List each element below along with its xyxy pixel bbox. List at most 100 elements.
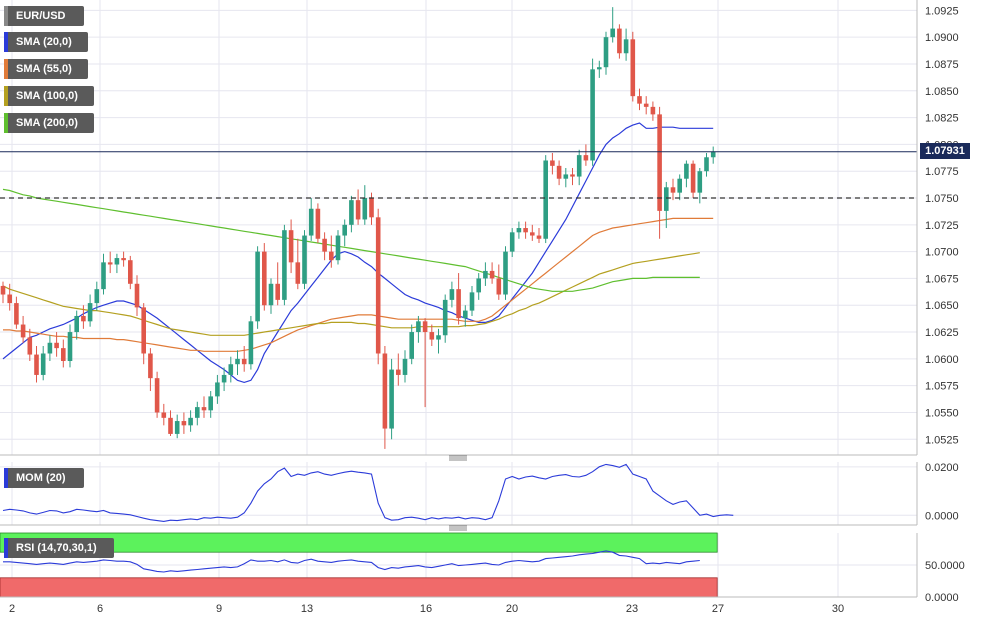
candle <box>362 185 368 225</box>
legend-sma100[interactable]: SMA (100,0) <box>4 86 94 106</box>
candle-body <box>322 238 327 252</box>
legend-symbol[interactable]: EUR/USD <box>4 6 84 26</box>
candle-body <box>402 358 408 375</box>
sma20-line <box>2 122 714 384</box>
candle-body <box>603 37 609 68</box>
rsi-overbought-zone <box>0 532 718 553</box>
candle-body <box>623 39 629 54</box>
candle-body <box>664 187 669 211</box>
candle-body <box>456 289 461 319</box>
legend-swatch <box>4 59 8 79</box>
candle <box>597 60 602 78</box>
sma-lines <box>2 122 714 384</box>
candle <box>262 243 267 311</box>
panel-resize-handles[interactable] <box>449 455 467 531</box>
candle <box>637 88 642 111</box>
candle-body <box>630 39 636 97</box>
x-tick-label: 27 <box>712 603 724 615</box>
candle-body <box>7 294 12 304</box>
candle <box>67 324 73 368</box>
x-tick-label: 13 <box>301 603 313 615</box>
candle <box>215 374 220 404</box>
candle-body <box>308 208 314 236</box>
candle <box>516 221 522 239</box>
candle-body <box>382 353 388 429</box>
candle-body <box>262 251 267 306</box>
candle <box>449 281 455 308</box>
y-tick-label: 0.0200 <box>925 462 959 474</box>
y-tick-label: 1.0675 <box>925 273 959 285</box>
candle <box>248 315 254 370</box>
candle <box>134 275 140 316</box>
candle <box>174 414 180 439</box>
mom-line <box>2 463 734 522</box>
legend-swatch <box>4 468 8 488</box>
legend-sma200[interactable]: SMA (200,0) <box>4 113 94 133</box>
candle-body <box>489 270 495 279</box>
candle-body <box>362 198 368 220</box>
candle <box>416 315 421 343</box>
candle <box>302 230 307 290</box>
candle <box>375 208 381 365</box>
candle-body <box>74 315 79 333</box>
candle <box>315 203 321 244</box>
candle <box>342 219 347 247</box>
candle-body <box>47 342 53 354</box>
candle-body <box>54 342 59 349</box>
candle <box>563 167 569 188</box>
x-axis: 2 6 9 13 16 20 23 27 30 <box>9 603 844 615</box>
candle-body <box>335 235 341 261</box>
legend-sma55[interactable]: SMA (55,0) <box>4 59 88 79</box>
panel-frames <box>0 0 918 598</box>
legend-sma100-label: SMA (100,0) <box>16 90 78 102</box>
candle-body <box>449 289 455 300</box>
mom-y-axis: 0.0200 0.0000 <box>925 462 959 522</box>
candle <box>355 189 361 225</box>
candle-body <box>255 251 260 322</box>
candle <box>456 273 461 325</box>
candle <box>389 358 394 440</box>
rsi-y-axis: 50.0000 0.0000 <box>925 560 965 604</box>
candle <box>335 230 341 265</box>
candle-body <box>268 283 274 306</box>
candle-body <box>670 187 676 193</box>
candle-body <box>516 228 522 233</box>
candle-body <box>201 407 207 411</box>
candle <box>161 403 167 426</box>
candle-body <box>94 289 100 304</box>
candle <box>382 345 388 449</box>
candle <box>308 198 314 241</box>
candle-body <box>556 165 562 179</box>
candle-body <box>40 353 46 375</box>
candle <box>483 262 488 286</box>
candle <box>14 296 19 329</box>
candle <box>684 160 689 188</box>
candle-body <box>0 285 6 295</box>
candle <box>221 367 227 392</box>
y-tick-label: 1.0550 <box>925 407 959 419</box>
legend-sma20[interactable]: SMA (20,0) <box>4 32 88 52</box>
panel-resize-handle[interactable] <box>449 455 467 461</box>
legend-rsi[interactable]: RSI (14,70,30,1) <box>4 538 114 558</box>
legend-swatch <box>4 6 8 26</box>
candle <box>74 310 79 340</box>
candle <box>530 224 535 241</box>
candle-body <box>188 417 193 426</box>
candle-body <box>409 332 414 359</box>
candle-body <box>275 283 280 300</box>
current-price-label: 1.07931 <box>920 143 970 159</box>
candle-body <box>690 163 696 193</box>
candle <box>282 224 287 306</box>
candle-body <box>168 417 173 434</box>
legend-sma20-label: SMA (20,0) <box>16 36 72 48</box>
candle <box>463 305 468 327</box>
candle-body <box>643 103 649 107</box>
panel-resize-handle[interactable] <box>449 525 467 531</box>
candle <box>121 251 126 267</box>
candle <box>623 28 629 61</box>
candle <box>349 195 354 233</box>
candle <box>40 345 46 381</box>
legend-mom[interactable]: MOM (20) <box>4 468 84 488</box>
candle <box>208 391 213 418</box>
